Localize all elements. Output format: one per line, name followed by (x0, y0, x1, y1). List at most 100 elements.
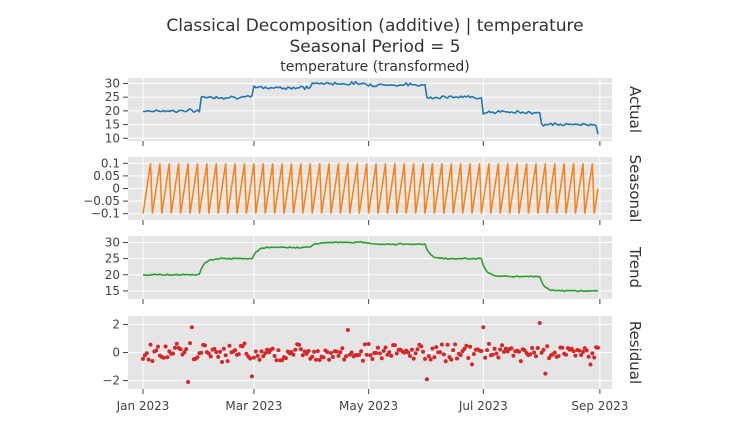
residual-point (199, 350, 204, 355)
residual-point (221, 346, 226, 351)
residual-point (462, 346, 467, 351)
residual-point (315, 349, 320, 354)
residual-point (494, 351, 499, 356)
residual-point (261, 354, 266, 359)
residual-point (439, 342, 444, 347)
series-trend (142, 240, 599, 293)
residual-point (577, 348, 582, 353)
y-tick-label: −2 (102, 374, 120, 388)
residual-point (251, 355, 256, 360)
residual-point (455, 356, 459, 361)
residual-point (539, 350, 544, 355)
residual-point (500, 343, 505, 348)
y-tick-label: 0 (112, 346, 120, 360)
residual-point (573, 353, 578, 358)
residual-point (366, 342, 371, 346)
x-axis: Jan 2023 Mar 2023 May 2023 Jul 2023 Sep 2023 (116, 399, 629, 413)
panel-label-actual: Actual (626, 86, 644, 133)
residual-point (389, 353, 394, 358)
residual-point (415, 347, 420, 352)
residual-point (150, 359, 155, 363)
residual-point (586, 354, 591, 359)
panel-title: temperature (transformed) (280, 59, 470, 75)
panel-label-trend: Trend (626, 246, 644, 288)
residual-point (535, 346, 540, 350)
residual-point (379, 356, 384, 361)
y-tick-label: 30 (105, 76, 120, 90)
residual-point (590, 351, 595, 356)
y-tick-label: 15 (105, 284, 120, 298)
residual-point (413, 351, 418, 356)
residual-point (312, 349, 317, 354)
residual-point (212, 346, 217, 351)
residual-point (424, 377, 429, 382)
residual-point (146, 357, 151, 362)
residual-point (421, 349, 426, 354)
residual-point (453, 342, 458, 347)
residual-point (581, 349, 585, 354)
residual-point (338, 350, 343, 355)
residual-point (340, 346, 345, 351)
residual-point (291, 352, 296, 357)
panel-background (128, 78, 612, 141)
residual-point (327, 357, 332, 362)
residual-point (253, 349, 258, 354)
residual-point (255, 353, 260, 358)
residual-point (387, 350, 392, 355)
residual-point (220, 360, 224, 364)
residual-point (409, 347, 414, 352)
residual-point (481, 325, 486, 330)
residual-point (445, 342, 450, 347)
residual-point (458, 353, 463, 357)
residual-point (532, 350, 537, 355)
residual-point (511, 353, 516, 358)
residual-point (248, 356, 253, 361)
residual-point (496, 355, 501, 360)
chart-subtitle: Seasonal Period = 5 (289, 37, 460, 57)
residual-point (428, 357, 433, 362)
residual-point (579, 353, 584, 357)
residual-point (509, 346, 514, 351)
residual-point (411, 356, 416, 361)
residual-point (156, 344, 160, 349)
residual-point (357, 352, 362, 357)
residual-point (541, 347, 546, 352)
panel-label-seasonal: Seasonal (626, 155, 644, 223)
y-tick-label: 0.1 (101, 156, 120, 170)
panel-trend: 15 20 25 30 Trend (105, 235, 644, 304)
residual-point (503, 346, 508, 351)
residual-point (329, 351, 333, 355)
residual-point (376, 345, 380, 350)
y-tick-label: 20 (105, 104, 120, 118)
residual-point (517, 349, 521, 354)
panel-residual: −2 0 2 Residual (102, 316, 644, 394)
residual-point (430, 346, 435, 351)
residual-point (383, 345, 388, 350)
series-seasonal (142, 163, 599, 214)
residual-point (274, 358, 279, 363)
residual-point (325, 350, 330, 354)
y-tick-label: 15 (105, 118, 120, 132)
residual-point (434, 345, 439, 350)
residual-point (342, 357, 347, 362)
residual-point (438, 350, 443, 355)
residual-point (257, 357, 262, 362)
residual-point (596, 345, 600, 350)
residual-point (161, 355, 166, 360)
residual-point (141, 356, 145, 361)
residual-point (206, 351, 211, 356)
residual-point (564, 352, 568, 357)
residual-point (272, 354, 277, 358)
residual-point (466, 356, 471, 360)
y-tick-label: 20 (105, 268, 120, 282)
residual-point (148, 342, 153, 347)
residual-point (259, 349, 264, 354)
residual-point (381, 348, 386, 353)
residual-point (242, 341, 247, 346)
residual-point (394, 351, 399, 356)
residual-point (518, 359, 523, 364)
residual-point (468, 344, 473, 349)
